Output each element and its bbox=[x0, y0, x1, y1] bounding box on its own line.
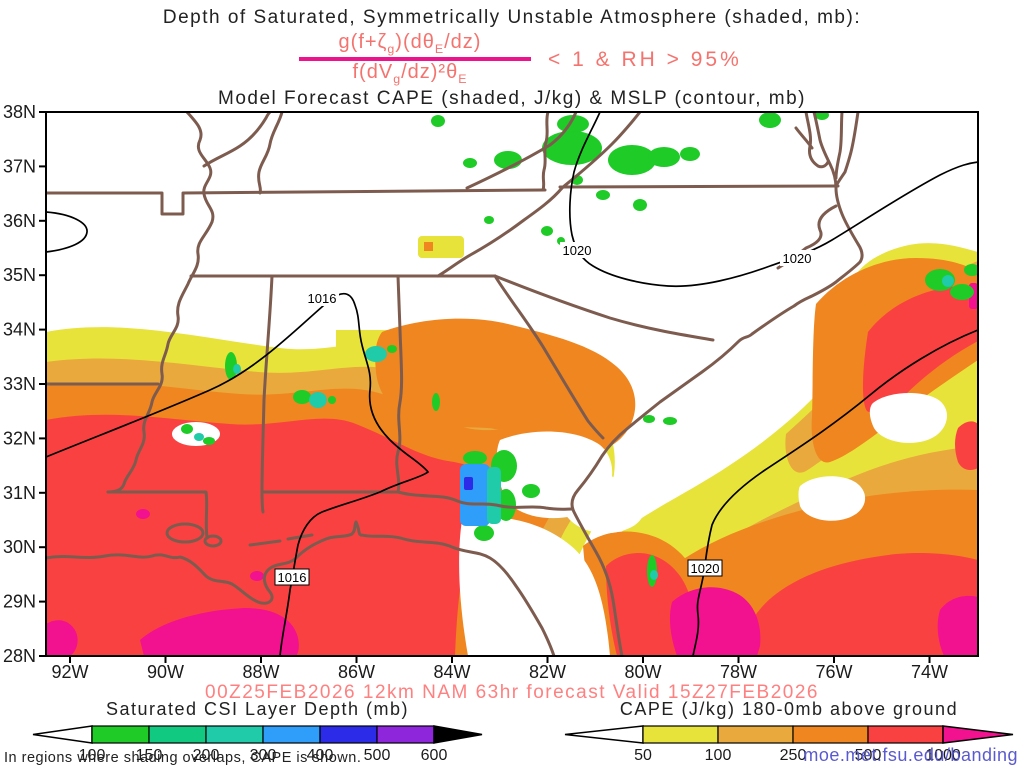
mslp-contours bbox=[46, 112, 978, 656]
x-tick-label: 88W bbox=[242, 662, 279, 682]
axis-labels: 92W 90W 88W 86W 84W 82W 80W 78W 76W 74W 38N 37N 36N 3… bbox=[3, 102, 948, 682]
x-tick-label: 84W bbox=[433, 662, 470, 682]
cape-shading-red bbox=[46, 286, 978, 656]
colorbar-tick-label: 300 bbox=[250, 747, 277, 764]
formula-den-p1: f(dV bbox=[352, 61, 394, 83]
y-tick-label: 31N bbox=[3, 483, 36, 503]
formula-num-p1: g(f+ζ bbox=[338, 31, 388, 53]
x-tick-label: 92W bbox=[51, 662, 88, 682]
colorbar-tick-label: 100 bbox=[705, 747, 732, 764]
colorbar-segment bbox=[376, 725, 435, 744]
formula-den-p2: /dz)²θ bbox=[401, 61, 459, 83]
colorbar-right-arrow bbox=[942, 725, 1014, 744]
y-tick-label: 29N bbox=[3, 592, 36, 612]
contour-label: 1020 bbox=[783, 251, 812, 266]
forecast-valid-line: 00Z25FEB2026 12km NAM 63hr forecast Vali… bbox=[205, 682, 819, 703]
formula-num-p3: /dz) bbox=[444, 31, 482, 53]
x-tick-label: 86W bbox=[338, 662, 375, 682]
contour-label-box bbox=[780, 250, 814, 266]
colorbar-tick-label: 100 bbox=[79, 747, 106, 764]
csi-colorbar: 100 150 200 300 400 500 600 bbox=[32, 725, 483, 764]
x-tick-label: 76W bbox=[815, 662, 852, 682]
y-tick-label: 37N bbox=[3, 156, 36, 176]
colorbar-left-arrow bbox=[32, 725, 93, 744]
colorbar-tick-label: 1000 bbox=[925, 747, 961, 764]
colorbar-tick-label: 500 bbox=[855, 747, 882, 764]
formula-denominator: f(dVg/dz)²θE bbox=[280, 61, 540, 86]
y-tick-label: 38N bbox=[3, 102, 36, 122]
colorbar-tick-label: 600 bbox=[421, 747, 448, 764]
csi-shading-blue bbox=[464, 477, 473, 490]
csi-shading-lightblue bbox=[460, 464, 490, 526]
colorbar-tick-label: 250 bbox=[780, 747, 807, 764]
colorbar-segment bbox=[148, 725, 207, 744]
colorbar-tick-label: 500 bbox=[364, 747, 391, 764]
y-tick-label: 32N bbox=[3, 428, 36, 448]
map-subtitle: Model Forecast CAPE (shaded, J/kg) & MSL… bbox=[218, 88, 806, 109]
contour-label: 1020 bbox=[691, 561, 720, 576]
site-url-link[interactable]: moe.met.fsu.edu/banding bbox=[803, 745, 1018, 765]
y-tick-label: 28N bbox=[3, 646, 36, 666]
contour-label-box bbox=[560, 242, 594, 258]
formula-num-sub1: g bbox=[387, 42, 396, 56]
cape-colorbar-title: CAPE (J/kg) 180-0mb above ground bbox=[619, 699, 959, 719]
colorbar-segment bbox=[717, 725, 794, 744]
x-tick-label: 80W bbox=[624, 662, 661, 682]
colorbar-segment bbox=[319, 725, 378, 744]
contour-label: 1020 bbox=[563, 243, 592, 258]
x-tick-label: 74W bbox=[911, 662, 948, 682]
formula-den-sub2: E bbox=[458, 72, 468, 86]
contour-label-box bbox=[687, 559, 723, 577]
contour-label-box bbox=[274, 568, 310, 586]
overlap-note: In regions where shading overlaps, CAPE … bbox=[4, 750, 362, 766]
colorbar-tick-label: 200 bbox=[193, 747, 220, 764]
page-title: Depth of Saturated, Symmetrically Unstab… bbox=[162, 7, 862, 28]
contour-label: 1016 bbox=[278, 570, 307, 585]
x-tick-label: 78W bbox=[720, 662, 757, 682]
colorbar-segment bbox=[205, 725, 264, 744]
colorbar-segment bbox=[91, 725, 150, 744]
formula-numerator: g(f+ζg)(dθE/dz) bbox=[280, 31, 540, 56]
colorbar-tick-label: 150 bbox=[136, 747, 163, 764]
cape-colorbar: 50 100 250 500 1000 bbox=[564, 725, 1014, 764]
csi-shading-cyan bbox=[194, 275, 954, 580]
formula-num-sub2: E bbox=[434, 42, 445, 56]
contour-labels: 1016 1016 1020 1020 1020 bbox=[274, 242, 814, 586]
axis-ticks bbox=[39, 111, 931, 663]
fraction-bar bbox=[299, 57, 531, 61]
y-tick-label: 35N bbox=[3, 265, 36, 285]
colorbar-tick-label: 50 bbox=[634, 747, 652, 764]
colorbar-segment bbox=[262, 725, 321, 744]
csi-colorbar-title: Saturated CSI Layer Depth (mb) bbox=[105, 699, 410, 719]
contour-label-box bbox=[305, 290, 339, 306]
y-tick-label: 34N bbox=[3, 320, 36, 340]
formula-condition: < 1 & RH > 95% bbox=[548, 48, 742, 71]
colorbar-left-arrow bbox=[564, 725, 644, 744]
y-tick-label: 30N bbox=[3, 537, 36, 557]
colorbar-segment bbox=[867, 725, 944, 744]
y-tick-label: 33N bbox=[3, 374, 36, 394]
x-tick-label: 90W bbox=[147, 662, 184, 682]
formula-den-sub1: g bbox=[393, 72, 402, 86]
colorbar-tick-label: 400 bbox=[307, 747, 334, 764]
shading-white-gaps bbox=[172, 334, 947, 656]
x-tick-label: 82W bbox=[529, 662, 566, 682]
contour-label: 1016 bbox=[308, 291, 337, 306]
colorbar-segment bbox=[792, 725, 869, 744]
colorbar-right-arrow bbox=[433, 725, 483, 744]
formula-num-p2: )(dθ bbox=[395, 31, 435, 53]
cape-shading-magenta bbox=[46, 283, 978, 656]
colorbar-segment bbox=[642, 725, 719, 744]
state-borders bbox=[46, 112, 864, 656]
y-tick-label: 36N bbox=[3, 211, 36, 231]
